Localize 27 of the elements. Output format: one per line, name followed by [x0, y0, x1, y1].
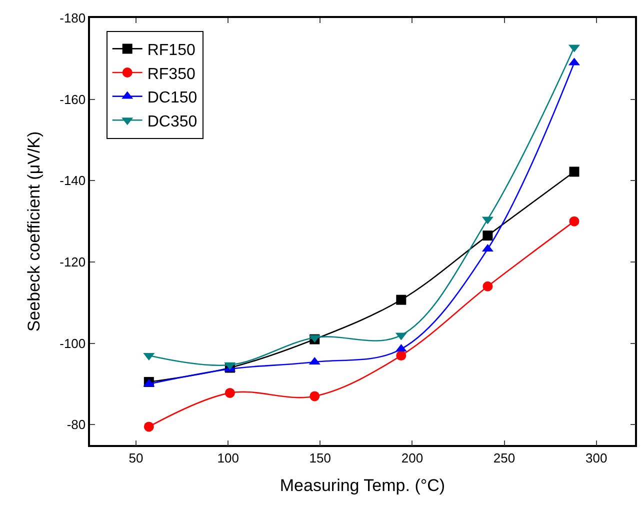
- point: [482, 230, 493, 241]
- y-tick-label: -180: [60, 10, 86, 26]
- point: [569, 216, 580, 226]
- point: [482, 281, 493, 292]
- x-axis-title: Measuring Temp. (°C): [280, 476, 446, 496]
- point: [569, 166, 580, 177]
- point: [396, 350, 406, 361]
- x-tick-label: 150: [309, 450, 331, 466]
- y-axis-title: Seebeck coefficient (μV/K): [24, 131, 44, 332]
- y-tick-label: -80: [66, 417, 86, 432]
- x-tick-label: 100: [217, 450, 239, 466]
- legend-label: DC150: [147, 90, 198, 107]
- point: [310, 391, 320, 402]
- y-tick-label: -160: [60, 92, 86, 107]
- y-tick-label: -100: [60, 336, 86, 351]
- x-tick-label: 50: [128, 450, 144, 466]
- legend-label: DC350: [147, 113, 198, 130]
- point: [396, 294, 406, 305]
- x-tick-label: 300: [585, 450, 608, 466]
- point: [224, 388, 235, 398]
- y-tick-label: -120: [60, 254, 86, 270]
- legend-label: RF350: [147, 66, 196, 83]
- legend-label: RF150: [147, 42, 196, 59]
- y-tick-label: -140: [60, 173, 86, 188]
- point: [144, 422, 154, 432]
- x-tick-label: 250: [493, 450, 516, 466]
- x-tick-label: 200: [401, 450, 424, 466]
